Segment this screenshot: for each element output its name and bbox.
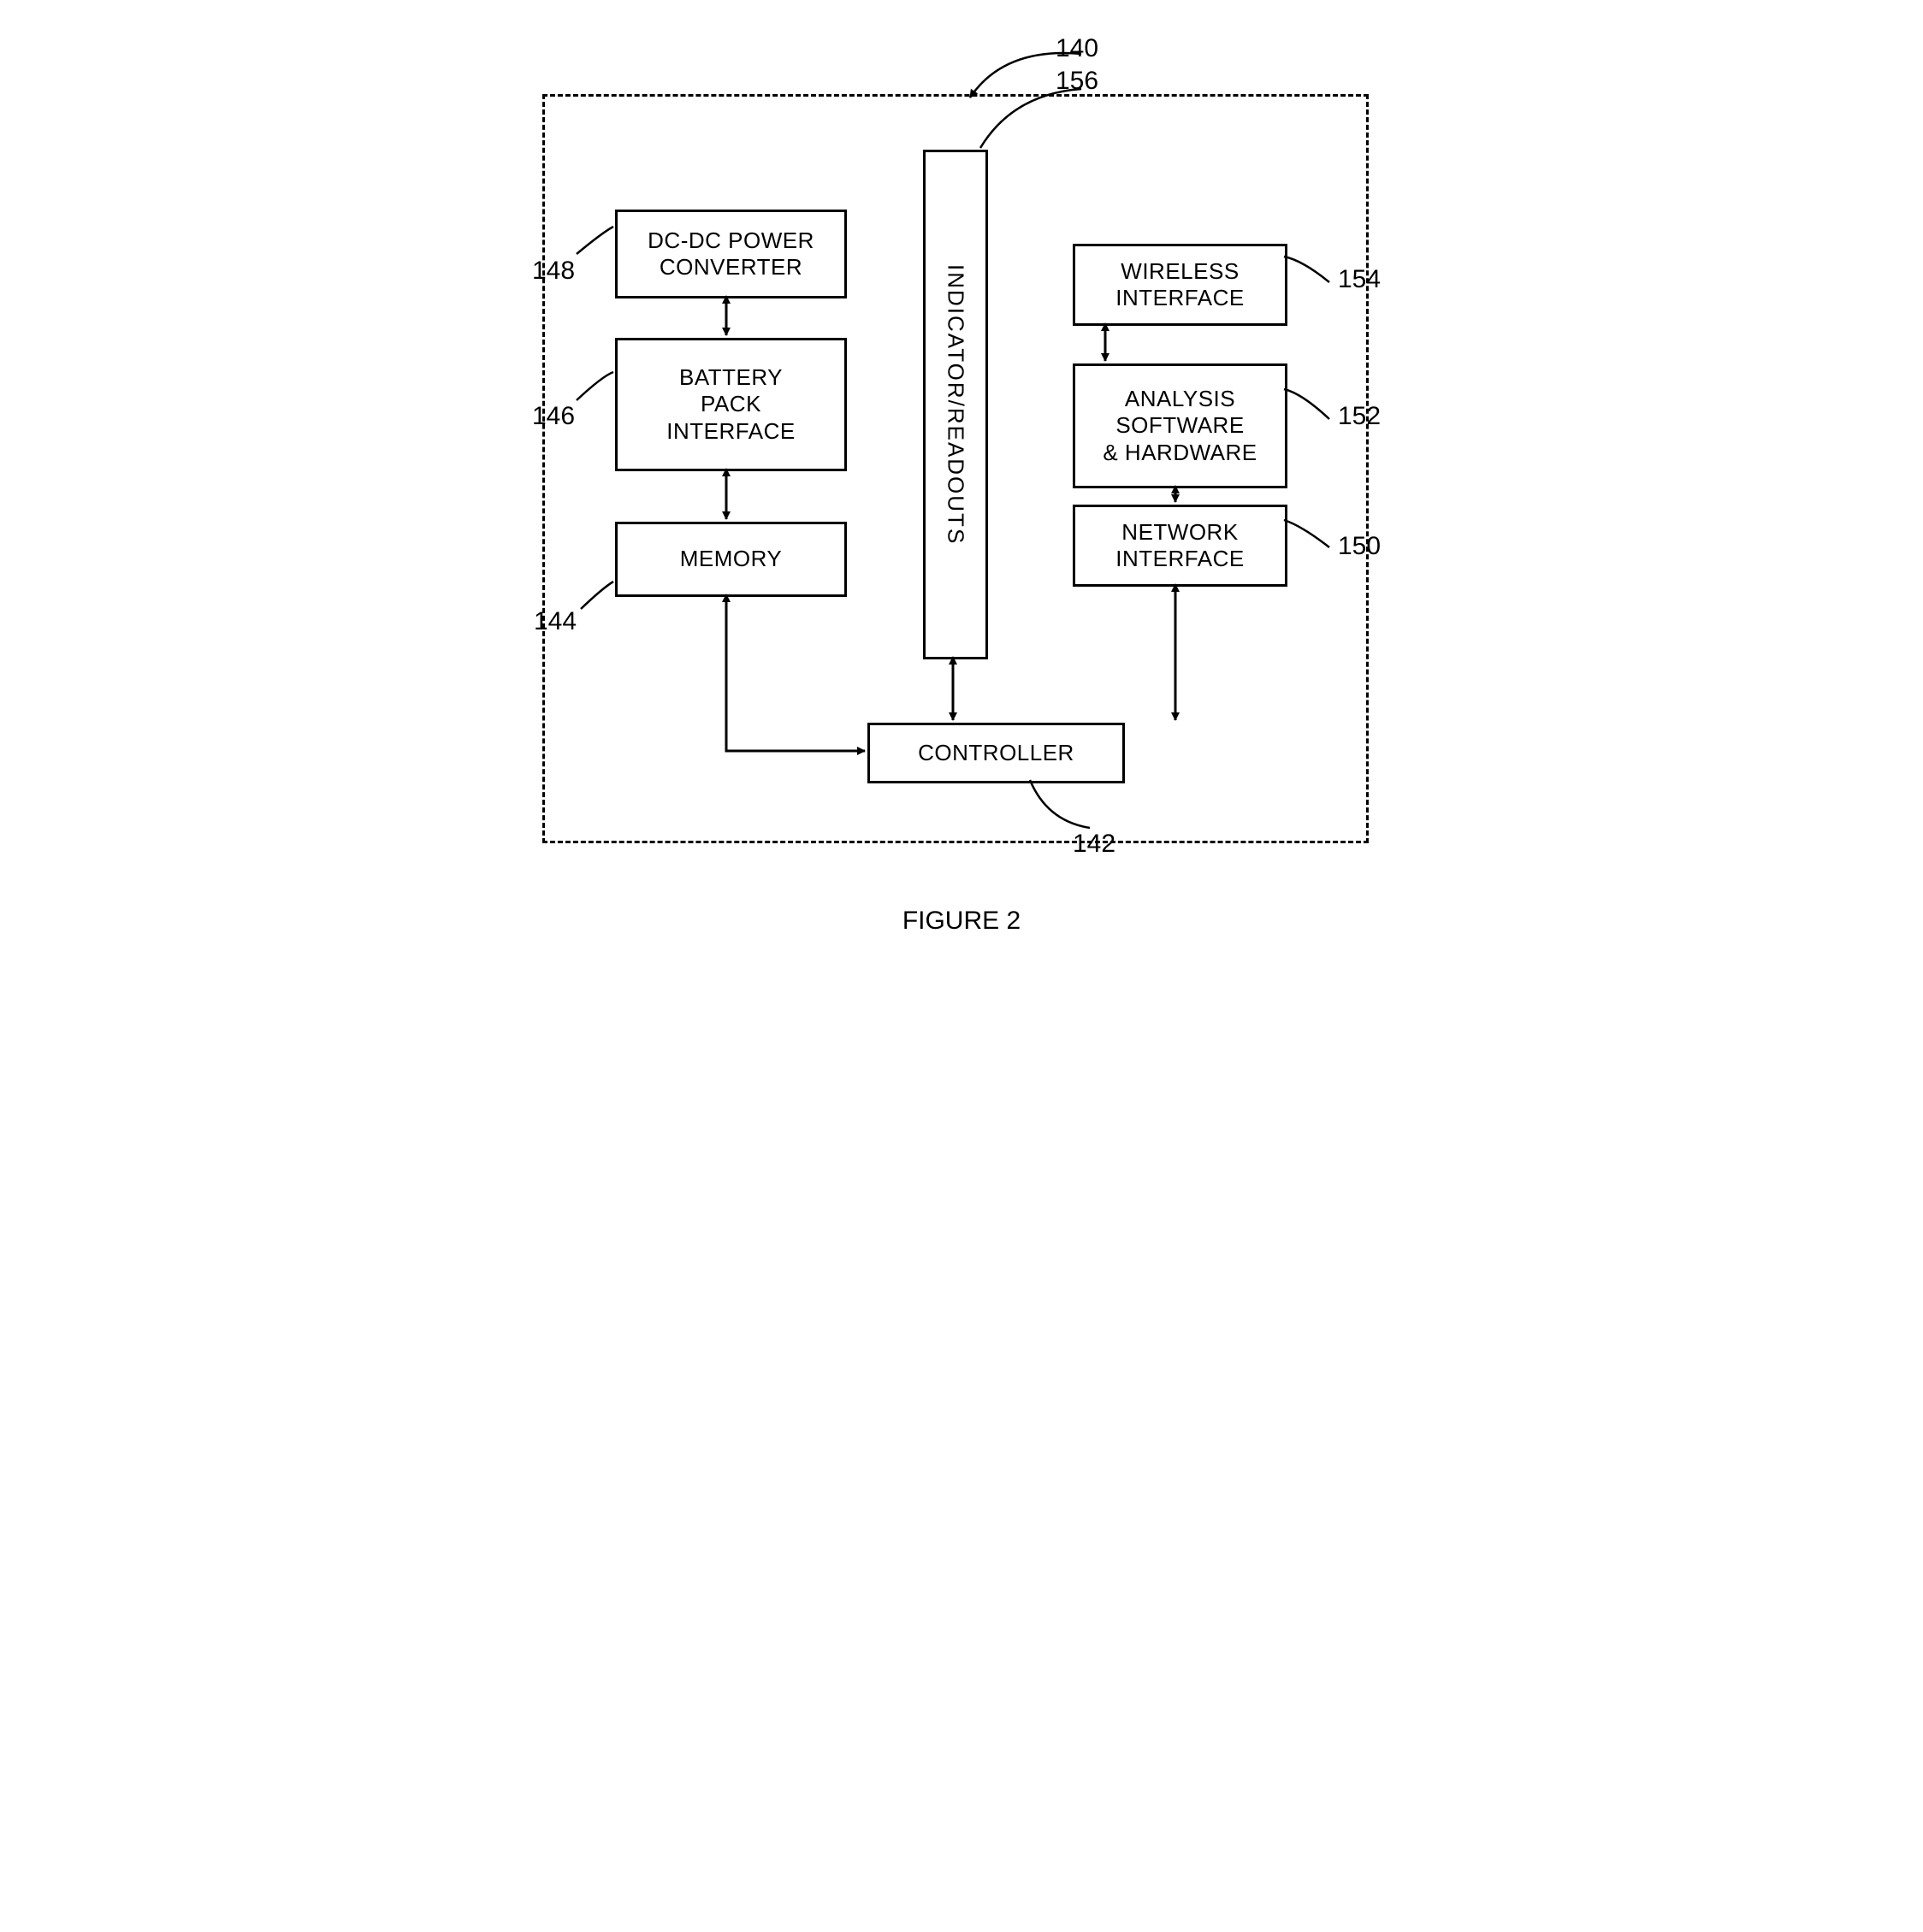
network-box: NETWORKINTERFACE [1073, 505, 1287, 587]
dcdc-label: DC-DC POWERCONVERTER [648, 227, 814, 281]
analysis-label: ANALYSISSOFTWARE& HARDWARE [1103, 386, 1257, 466]
memory-label: MEMORY [680, 546, 783, 572]
memory-box: MEMORY [615, 522, 847, 597]
ref-150: 150 [1338, 532, 1381, 561]
ref-148: 148 [532, 257, 575, 286]
ref-154: 154 [1338, 265, 1381, 294]
controller-box: CONTROLLER [867, 723, 1125, 783]
diagram-canvas: DC-DC POWERCONVERTER BATTERYPACKINTERFAC… [491, 34, 1432, 975]
ref-140v: 140 [1056, 34, 1098, 63]
battery-label: BATTERYPACKINTERFACE [666, 364, 795, 445]
ref-142: 142 [1073, 830, 1115, 859]
indicator-box: INDICATOR/READOUTS [923, 150, 988, 659]
controller-label: CONTROLLER [918, 740, 1074, 766]
battery-box: BATTERYPACKINTERFACE [615, 338, 847, 471]
figure-title: FIGURE 2 [491, 907, 1432, 936]
ref-156: 156 [1056, 67, 1098, 96]
ref-146: 146 [532, 402, 575, 431]
wireless-box: WIRELESSINTERFACE [1073, 244, 1287, 326]
ref-144: 144 [534, 607, 577, 636]
indicator-label: INDICATOR/READOUTS [942, 264, 968, 545]
ref-152: 152 [1338, 402, 1381, 431]
network-label: NETWORKINTERFACE [1115, 519, 1244, 572]
dcdc-box: DC-DC POWERCONVERTER [615, 210, 847, 298]
analysis-box: ANALYSISSOFTWARE& HARDWARE [1073, 363, 1287, 488]
wireless-label: WIRELESSINTERFACE [1115, 258, 1244, 311]
